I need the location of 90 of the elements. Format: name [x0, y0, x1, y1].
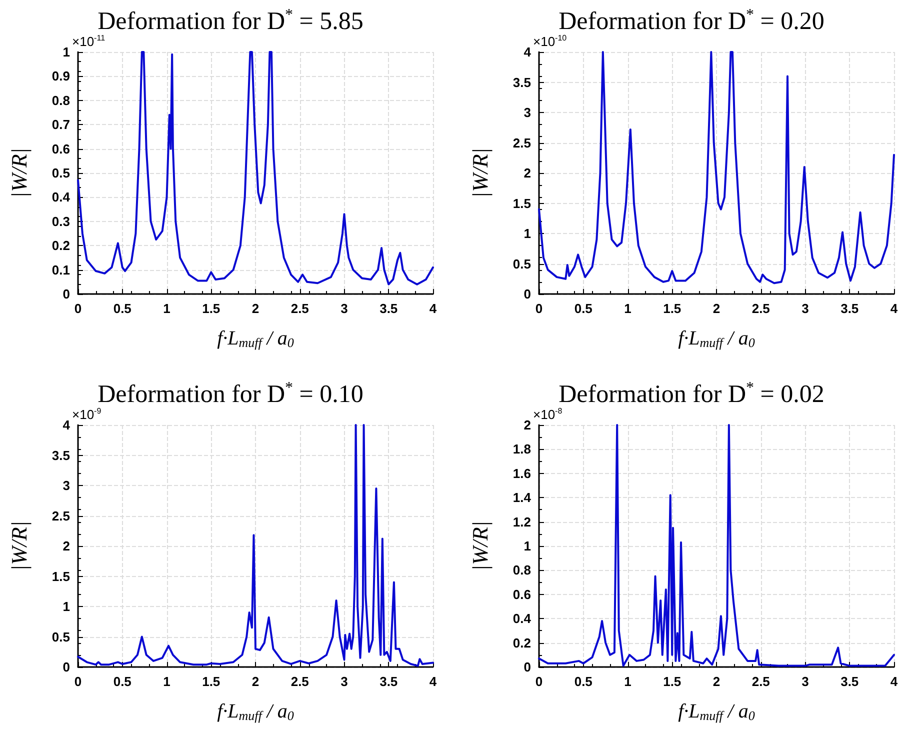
y-tick-label: 2 [524, 417, 531, 432]
x-tick-label: 2 [712, 301, 720, 316]
y-tick-label: 0.1 [52, 262, 70, 278]
y-tick-label: 1 [62, 598, 70, 614]
line-series [77, 424, 434, 666]
x-tick-label: 0 [535, 674, 543, 688]
y-tick-label: 1 [524, 226, 531, 241]
y-tick-label: 3 [62, 478, 70, 492]
y-tick-label: 2.5 [512, 135, 531, 150]
x-tick-label: 2.5 [752, 301, 770, 316]
x-tick-label: 2.5 [290, 301, 309, 316]
chart-title: Deformation for D* = 5.85 [98, 6, 364, 35]
y-tick-label: 1.8 [512, 441, 531, 456]
x-axis-title: f·Lmuff / a0 [678, 700, 756, 722]
y-tick-label: 0 [524, 286, 531, 302]
x-tick-label: 2.5 [752, 674, 770, 688]
x-tick-label: 4 [429, 674, 438, 688]
y-tick-label: 4 [62, 417, 71, 432]
chart-title: Deformation for D* = 0.10 [98, 379, 364, 408]
y-tick-label: 0.6 [52, 141, 70, 156]
y-tick-label: 1.6 [512, 465, 531, 480]
y-axis-title: |W/R| [6, 520, 32, 570]
x-tick-label: 4 [429, 301, 438, 316]
x-tick-label: 2.5 [290, 674, 309, 688]
x-tick-label: 1.5 [663, 674, 682, 688]
y-tick-label: 1.5 [52, 568, 70, 584]
y-tick-label: 0.9 [52, 68, 70, 84]
chart-title: Deformation for D* = 0.02 [558, 379, 824, 408]
x-tick-label: 1 [163, 674, 170, 688]
y-tick-label: 0.5 [52, 628, 70, 644]
x-tick-label: 0 [74, 301, 82, 316]
x-tick-label: 0 [74, 674, 82, 688]
y-axis-title: |W/R| [468, 148, 492, 198]
y-tick-label: 0.8 [512, 562, 531, 578]
x-tick-label: 1.5 [202, 301, 220, 316]
line-series [538, 424, 895, 666]
y-tick-label: 0.4 [52, 190, 71, 205]
x-tick-label: 4 [890, 674, 898, 688]
y-tick-label: 0.8 [52, 92, 70, 108]
x-axis-title: f·Lmuff / a0 [217, 700, 294, 722]
y-tick-label: 0.5 [52, 166, 70, 180]
y-tick-label: 1 [62, 44, 70, 60]
y-tick-label: 2 [524, 166, 531, 180]
y-tick-label: 1.5 [512, 196, 531, 211]
x-tick-label: 4 [890, 301, 898, 316]
x-tick-label: 3 [802, 674, 809, 688]
x-tick-label: 0.5 [574, 301, 592, 316]
x-tick-label: 3.5 [840, 674, 859, 688]
x-tick-label: 2 [712, 674, 720, 688]
y-tick-label: 3.5 [52, 447, 70, 462]
y-tick-label: 0.3 [52, 214, 70, 229]
x-tick-label: 1 [163, 301, 170, 316]
x-tick-label: 0.5 [113, 674, 132, 688]
y-axis-title: |W/R| [6, 148, 32, 198]
y-tick-label: 0.5 [512, 256, 531, 272]
y-tick-label: 0.2 [52, 238, 70, 254]
y-tick-label: 0 [62, 659, 70, 674]
y-tick-label: 1.2 [512, 514, 531, 529]
y-tick-label: 3 [524, 105, 531, 120]
y-tick-label: 1.4 [512, 490, 532, 505]
x-tick-label: 3.5 [380, 674, 398, 688]
x-axis-title: f·Lmuff / a0 [217, 328, 294, 350]
y-tick-label: 1 [524, 538, 531, 553]
x-tick-label: 1.5 [202, 674, 220, 688]
y-tick-label: 3.5 [512, 74, 531, 90]
y-axis-title: |W/R| [468, 520, 492, 570]
x-tick-label: 3.5 [380, 301, 398, 316]
x-tick-label: 3 [802, 301, 809, 316]
x-tick-label: 1.5 [663, 301, 682, 316]
y-tick-label: 0 [524, 659, 531, 674]
y-tick-label: 2 [62, 538, 70, 553]
x-axis-title: f·Lmuff / a0 [678, 328, 756, 350]
y-tick-label: 0.7 [52, 117, 70, 132]
x-tick-label: 1 [624, 674, 632, 688]
y-tick-label: 0.6 [512, 586, 531, 602]
x-tick-label: 0.5 [113, 301, 132, 316]
chart-title: Deformation for D* = 0.20 [558, 6, 824, 35]
x-tick-label: 2 [252, 301, 260, 316]
y-tick-label: 0.4 [512, 610, 532, 626]
x-tick-label: 0.5 [574, 674, 592, 688]
y-tick-label: 0 [62, 286, 70, 302]
y-tick-label: 2.5 [52, 508, 70, 523]
x-tick-label: 3 [340, 301, 348, 316]
y-tick-label: 4 [524, 44, 532, 60]
x-tick-label: 0 [535, 301, 543, 316]
x-tick-label: 1 [624, 301, 632, 316]
y-tick-label: 0.2 [512, 634, 531, 650]
x-tick-label: 3.5 [840, 301, 859, 316]
x-tick-label: 3 [340, 674, 348, 688]
x-tick-label: 2 [252, 674, 260, 688]
